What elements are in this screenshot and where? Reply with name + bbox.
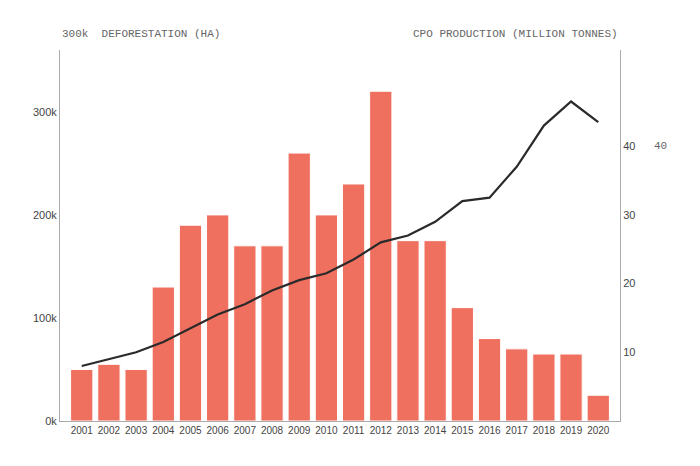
svg-text:40: 40	[623, 140, 635, 152]
svg-text:2007: 2007	[234, 425, 257, 436]
svg-text:2020: 2020	[587, 425, 610, 436]
svg-text:0k: 0k	[45, 415, 57, 427]
svg-text:30: 30	[623, 209, 635, 221]
svg-text:2010: 2010	[315, 425, 338, 436]
svg-text:200k: 200k	[33, 209, 57, 221]
svg-text:2011: 2011	[343, 425, 365, 436]
svg-text:2006: 2006	[207, 425, 230, 436]
svg-text:2005: 2005	[179, 425, 202, 436]
svg-text:2008: 2008	[261, 425, 284, 436]
svg-text:2009: 2009	[288, 425, 311, 436]
svg-text:2017: 2017	[506, 425, 529, 436]
svg-text:2019: 2019	[560, 425, 583, 436]
svg-text:2018: 2018	[533, 425, 556, 436]
svg-text:CPO PRODUCTION (MILLION TONNES: CPO PRODUCTION (MILLION TONNES)	[413, 28, 618, 40]
svg-text:100k: 100k	[33, 312, 57, 324]
svg-text:2013: 2013	[397, 425, 420, 436]
svg-text:40: 40	[654, 140, 667, 152]
svg-text:300k: 300k	[33, 106, 57, 118]
svg-text:300k DEFORESTATION (HA): 300k DEFORESTATION (HA)	[62, 28, 220, 40]
svg-text:2014: 2014	[424, 425, 447, 436]
svg-text:10: 10	[623, 346, 635, 358]
svg-text:2001: 2001	[71, 425, 94, 436]
svg-text:20: 20	[623, 277, 635, 289]
svg-text:2015: 2015	[451, 425, 474, 436]
svg-text:2004: 2004	[152, 425, 175, 436]
svg-text:2002: 2002	[98, 425, 121, 436]
svg-text:2016: 2016	[478, 425, 501, 436]
svg-text:2003: 2003	[125, 425, 148, 436]
svg-text:2012: 2012	[370, 425, 393, 436]
